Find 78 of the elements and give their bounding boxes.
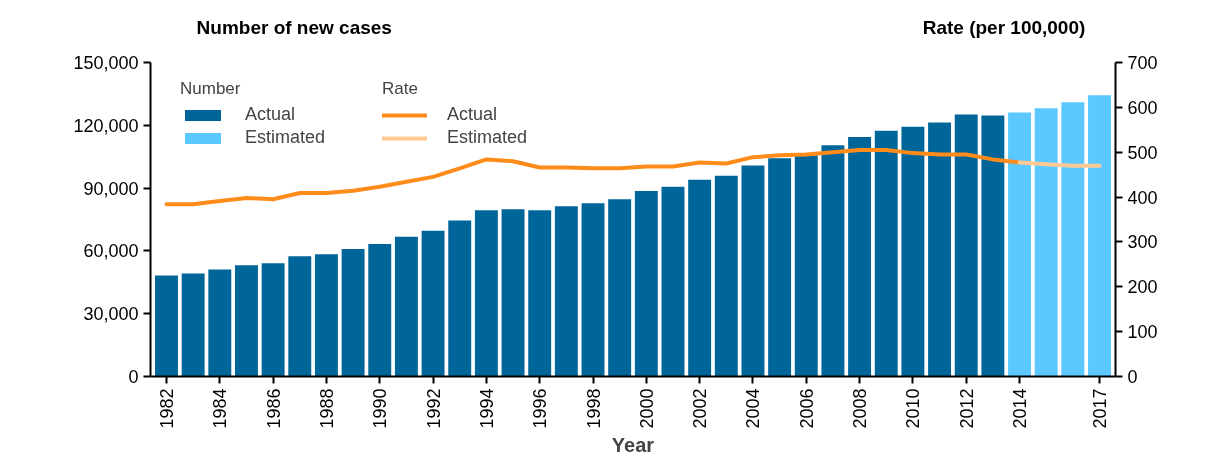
bar: [981, 115, 1005, 377]
x-tick-label: 2014: [1010, 388, 1031, 429]
bar: [661, 186, 685, 377]
y-tick-label: 60,000: [83, 241, 139, 262]
x-tick-label: 1986: [263, 388, 284, 429]
line-series: [164, 147, 1022, 207]
bar: [848, 137, 872, 377]
y-tick-label: 90,000: [83, 178, 139, 199]
bar: [421, 230, 445, 377]
y2-axis-title: Rate (per 100,000): [922, 16, 1086, 38]
x-axis-title: Year: [611, 433, 655, 456]
bar: [368, 243, 392, 377]
legend-label: Actual: [447, 104, 498, 125]
bar: [1061, 102, 1085, 377]
y-tick-label: 120,000: [73, 115, 139, 136]
x-tick-label: 1994: [476, 388, 497, 429]
bar: [714, 175, 738, 377]
x-tick-label: 2000: [636, 388, 657, 429]
bar: [288, 256, 312, 377]
y-tick-label: 30,000: [83, 304, 139, 325]
x-tick-label: 1998: [583, 388, 604, 429]
annotation: Number: [180, 79, 242, 99]
y2-tick-label: 700: [1127, 53, 1158, 73]
x-tick-label: 2012: [956, 388, 977, 429]
x-tick-label: 2006: [796, 388, 817, 429]
bar: [928, 122, 952, 377]
y2-tick-label: 200: [1127, 277, 1158, 298]
x-tick-label: 2008: [850, 388, 871, 429]
bar: [688, 179, 712, 377]
bar: [608, 199, 632, 377]
x-tick-label: 1984: [210, 388, 231, 429]
bar: [901, 126, 925, 377]
x-tick-label: 1988: [316, 388, 337, 429]
bar: [235, 265, 258, 377]
bar: [314, 254, 338, 377]
y2-tick-label: 400: [1127, 187, 1158, 208]
x-tick-label: 1992: [423, 388, 444, 429]
y2-tick-label: 500: [1127, 142, 1158, 163]
y-tick-label: 0: [128, 367, 139, 387]
bar: [155, 275, 178, 377]
bar: [581, 203, 605, 377]
legend-label: Estimated: [447, 127, 528, 148]
bar: [794, 155, 818, 377]
bar: [474, 210, 498, 377]
x-tick-label: 1996: [530, 388, 551, 429]
bar: [821, 145, 845, 377]
bar: [634, 191, 658, 377]
y2-tick-label: 0: [1127, 367, 1138, 387]
annotation: Rate: [382, 79, 419, 99]
bar: [448, 220, 472, 377]
x-tick-label: 2002: [690, 388, 711, 429]
legend-label: Actual: [245, 104, 296, 125]
bar: [554, 206, 578, 377]
bar: [1088, 95, 1111, 377]
y2-tick-label: 600: [1127, 97, 1158, 118]
y2-tick-label: 300: [1127, 232, 1158, 253]
bar: [768, 158, 792, 377]
y2-tick-label: 100: [1127, 322, 1158, 343]
x-tick-label: 2004: [743, 388, 764, 429]
bar: [501, 209, 525, 377]
bar: [1034, 108, 1058, 377]
bar: [208, 269, 232, 377]
x-tick-label: 2010: [903, 388, 924, 429]
bar: [528, 210, 552, 377]
y-tick-label: 150,000: [73, 53, 139, 73]
bar: [1008, 112, 1031, 377]
bar: [261, 263, 285, 377]
x-tick-label: 1982: [156, 388, 177, 429]
bar: [954, 114, 978, 377]
bar: [741, 165, 765, 377]
x-tick-label: 1990: [370, 388, 391, 429]
y-axis-title: Number of new cases: [196, 16, 392, 38]
legend-label: Estimated: [245, 127, 326, 148]
bar: [394, 236, 418, 377]
bar: [181, 273, 205, 377]
x-tick-label: 2017: [1090, 388, 1111, 429]
bar: [341, 249, 365, 377]
bar: [874, 130, 898, 377]
